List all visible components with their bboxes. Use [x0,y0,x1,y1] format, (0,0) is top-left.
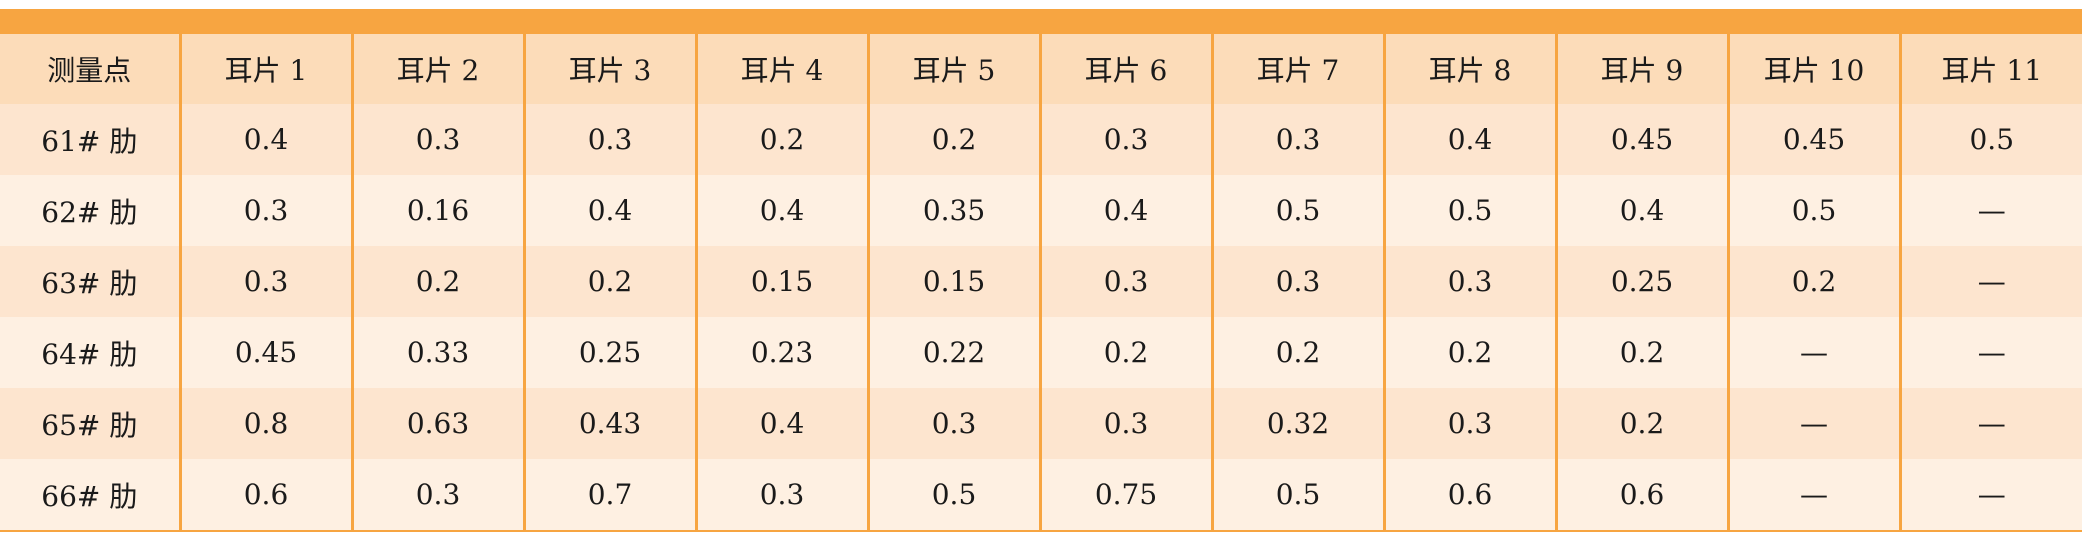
table-cell: 0.4 [1038,175,1212,246]
table-cell: 0.5 [1210,459,1384,530]
table-cell: 0.3 [694,459,868,530]
table-cell: 0.4 [178,104,352,175]
table-cell: 0.5 [1210,175,1384,246]
table-cell: 0.3 [178,175,352,246]
row-label: 65# 肋 [0,388,180,459]
table-cell: 0.7 [522,459,696,530]
table-cell: 0.3 [350,459,524,530]
table-cell: 0.4 [694,175,868,246]
column-header: 耳片 9 [1554,34,1728,104]
column-header-measure-point: 测量点 [0,34,180,104]
table-cell: 0.5 [1898,104,2082,175]
table-cell: 0.2 [1210,317,1384,388]
table-cell: 0.2 [866,104,1040,175]
table-cell: 0.2 [1382,317,1556,388]
table-cell: 0.2 [1554,317,1728,388]
table-cell: 0.15 [866,246,1040,317]
measurement-table: 测量点 耳片 1 耳片 2 耳片 3 耳片 4 耳片 5 耳片 6 耳片 7 耳… [0,34,2082,530]
table-cell: 0.3 [178,246,352,317]
column-header: 耳片 11 [1898,34,2082,104]
row-label: 66# 肋 [0,459,180,530]
table-cell: — [1898,317,2082,388]
bottom-rule [0,530,2082,532]
table-cell: 0.3 [1038,388,1212,459]
row-label: 61# 肋 [0,104,180,175]
table-row: 65# 肋 0.8 0.63 0.43 0.4 0.3 0.3 0.32 0.3… [0,388,2082,459]
table-row: 64# 肋 0.45 0.33 0.25 0.23 0.22 0.2 0.2 0… [0,317,2082,388]
top-accent-band [0,9,2082,34]
table-cell: 0.3 [866,388,1040,459]
column-header: 耳片 2 [350,34,524,104]
table-cell: — [1726,459,1900,530]
column-header: 耳片 7 [1210,34,1384,104]
table-cell: 0.6 [1382,459,1556,530]
table-cell: 0.75 [1038,459,1212,530]
table-cell: 0.6 [178,459,352,530]
table-cell: 0.3 [1210,246,1384,317]
table-cell: 0.6 [1554,459,1728,530]
row-label: 62# 肋 [0,175,180,246]
table-cell: 0.45 [1554,104,1728,175]
table-cell: 0.8 [178,388,352,459]
table-cell: — [1898,246,2082,317]
table-cell: 0.22 [866,317,1040,388]
column-header: 耳片 10 [1726,34,1900,104]
column-header: 耳片 1 [178,34,352,104]
table-cell: 0.3 [1038,104,1212,175]
table-cell: 0.63 [350,388,524,459]
table-cell: — [1726,317,1900,388]
table-cell: 0.3 [1038,246,1212,317]
table-cell: 0.43 [522,388,696,459]
table-cell: 0.5 [1382,175,1556,246]
row-label: 64# 肋 [0,317,180,388]
table-cell: 0.45 [1726,104,1900,175]
column-header: 耳片 6 [1038,34,1212,104]
table-cell: 0.2 [1726,246,1900,317]
table-cell: 0.45 [178,317,352,388]
table-cell: 0.23 [694,317,868,388]
table-body: 61# 肋 0.4 0.3 0.3 0.2 0.2 0.3 0.3 0.4 0.… [0,104,2082,530]
table-cell: 0.4 [522,175,696,246]
table-cell: — [1726,388,1900,459]
table-cell: — [1898,388,2082,459]
table-row: 61# 肋 0.4 0.3 0.3 0.2 0.2 0.3 0.3 0.4 0.… [0,104,2082,175]
table-row: 63# 肋 0.3 0.2 0.2 0.15 0.15 0.3 0.3 0.3 … [0,246,2082,317]
table-cell: 0.3 [1382,246,1556,317]
column-header: 耳片 5 [866,34,1040,104]
table-cell: 0.2 [350,246,524,317]
table-cell: 0.5 [866,459,1040,530]
table-cell: 0.16 [350,175,524,246]
header-row: 测量点 耳片 1 耳片 2 耳片 3 耳片 4 耳片 5 耳片 6 耳片 7 耳… [0,34,2082,104]
column-header: 耳片 4 [694,34,868,104]
table-cell: 0.15 [694,246,868,317]
table-cell: 0.2 [694,104,868,175]
column-header: 耳片 8 [1382,34,1556,104]
table-cell: 0.3 [350,104,524,175]
table-cell: 0.25 [1554,246,1728,317]
table-cell: — [1898,459,2082,530]
table-cell: 0.4 [1554,175,1728,246]
table-cell: 0.2 [1038,317,1212,388]
table-row: 62# 肋 0.3 0.16 0.4 0.4 0.35 0.4 0.5 0.5 … [0,175,2082,246]
table-cell: 0.2 [522,246,696,317]
table-cell: 0.4 [1382,104,1556,175]
table-cell: 0.3 [522,104,696,175]
table-cell: — [1898,175,2082,246]
column-header: 耳片 3 [522,34,696,104]
row-label: 63# 肋 [0,246,180,317]
table-cell: 0.33 [350,317,524,388]
table-cell: 0.5 [1726,175,1900,246]
table-cell: 0.2 [1554,388,1728,459]
table-cell: 0.32 [1210,388,1384,459]
table-cell: 0.35 [866,175,1040,246]
table-cell: 0.3 [1210,104,1384,175]
table-cell: 0.3 [1382,388,1556,459]
table-cell: 0.4 [694,388,868,459]
table-row: 66# 肋 0.6 0.3 0.7 0.3 0.5 0.75 0.5 0.6 0… [0,459,2082,530]
table-cell: 0.25 [522,317,696,388]
table-header: 测量点 耳片 1 耳片 2 耳片 3 耳片 4 耳片 5 耳片 6 耳片 7 耳… [0,34,2082,104]
